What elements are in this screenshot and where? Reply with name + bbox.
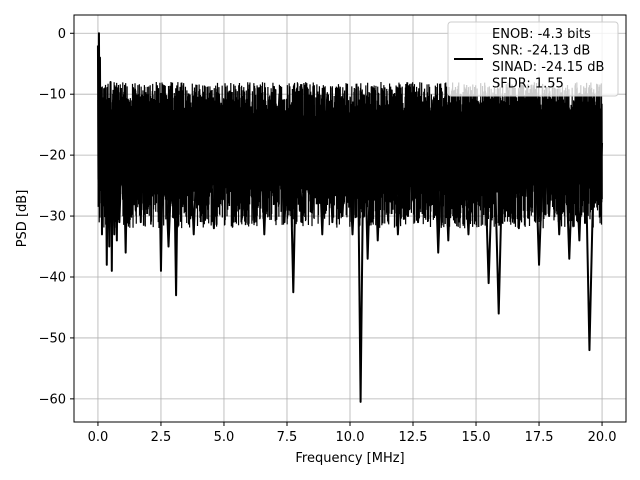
y-tick-label: −10 [39,88,66,103]
legend-entry-snr: SNR: -24.13 dB [492,44,590,59]
x-tick-label: 12.5 [399,430,428,445]
y-axis-label: PSD [dB] [15,190,30,248]
x-tick-label: 0.0 [88,430,109,445]
legend-box [447,21,619,97]
x-tick-label: 7.5 [277,430,298,445]
x-tick-label: 15.0 [462,430,491,445]
y-tick-label: −40 [39,270,66,285]
legend: ENOB: -4.3 bits SNR: -24.13 dB SINAD: -2… [447,21,619,97]
y-tick-label: −60 [39,392,66,407]
y-tick-label: 0 [58,27,66,42]
legend-entry-enob: ENOB: -4.3 bits [492,27,591,42]
y-tick-label: −30 [39,210,66,225]
x-tick-label: 20.0 [588,430,617,445]
y-tick-label: −50 [39,331,66,346]
y-axis-ticks: 0 −10 −20 −30 −40 −50 −60 [39,27,74,407]
x-tick-label: 10.0 [336,430,365,445]
series-layer [96,32,604,403]
x-tick-label: 5.0 [214,430,235,445]
legend-entry-sinad: SINAD: -24.15 dB [492,60,604,75]
x-tick-label: 17.5 [525,430,554,445]
legend-entry-sfdr: SFDR: 1.55 [492,77,564,92]
x-axis-ticks: 0.0 2.5 5.0 7.5 10.0 12.5 15.0 17.5 20.0 [88,422,617,445]
x-tick-label: 2.5 [151,430,172,445]
series-line [96,32,604,403]
x-axis-label: Frequency [MHz] [295,451,404,466]
y-tick-label: −20 [39,149,66,164]
